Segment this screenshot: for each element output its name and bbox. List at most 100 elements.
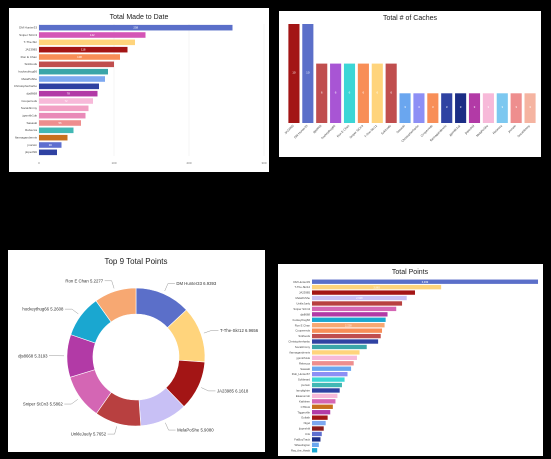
bar [357,63,369,123]
total-caches-panel: Total # of Caches 10 JA23985 10 DM Hunter33 6… [279,11,541,157]
category-label: Cooperreds [21,99,37,103]
bar [371,63,383,123]
category-label: T-The-Skr12 [294,285,310,289]
category-label: Eleanorcob [296,394,311,398]
bar [455,93,467,123]
category-label: Sniper StCn3 [293,307,310,311]
bar [312,437,321,442]
category-label: jlopezhbl [24,150,37,154]
bar [312,284,442,290]
slice-label: Ron E Chan 5.2277 [65,278,103,283]
bar [39,61,114,68]
data-label: 258 [133,26,138,30]
x-tick-label: 300 [261,161,266,165]
category-label: Wheelington [294,443,310,447]
bar [330,63,342,123]
data-label: 6 [335,90,337,94]
bar [302,24,314,123]
leader-line [164,283,175,292]
category-label: jnorwin [507,124,517,134]
category-label: jnorwin [300,383,310,387]
data-label: 6 [363,90,365,94]
bar [427,93,439,123]
category-label: DM Hunter33 [293,124,309,140]
bar [312,431,322,437]
data-label: 3 [529,105,531,109]
total-points-panel: Total Points DM Hunter33 6,939 T-The-Skr12 3… [278,264,543,456]
bar [312,328,383,333]
chart-title: Total # of Caches [383,15,438,22]
data-label: 30 [49,143,53,147]
bar [39,68,108,75]
bar [312,448,318,453]
pie-slice [95,287,137,323]
category-label: jlopezhbl [463,124,475,136]
leader-line [107,426,117,435]
bar [312,415,328,420]
category-label: Rebecca [299,361,310,365]
bar [312,290,415,295]
bar [312,323,385,328]
bar [312,426,324,431]
category-label: UnkleJuely [296,302,310,306]
category-label: Ron E Chan [21,55,38,59]
bar [39,127,74,134]
bar [312,333,381,339]
bar [312,410,331,415]
data-label: 10 [292,71,296,75]
data-label: 142 [90,33,95,37]
data-label: 3 [501,105,503,109]
category-label: Ray_the_Hawk [291,448,311,452]
slice-label: DM Hunter33 6.9393 [176,281,216,286]
slice-label: T-The-Skr12 6.9656 [220,328,259,333]
category-label: djs8668 [300,312,310,316]
bar [312,442,319,448]
data-label: 72 [64,99,68,103]
data-label: 78 [67,92,71,96]
top-9-points-chart: Top 9 Total Points DM Hunter33 6.9393 T-Th… [18,257,259,437]
bar [312,317,386,322]
category-label: Rebecca [492,124,503,135]
slice-label: hockeythug66 5.2608 [22,307,64,312]
slice-label: MelaPoShe 5.9080 [177,428,214,433]
bar [312,366,352,371]
category-label: Sniper StCn3 [19,33,37,37]
bar [39,76,105,82]
total-made-to-date-panel: Total Made to Date 0 100 200 300 DM Hunter33 2… [9,8,269,172]
category-label: hockeythug66 [320,124,336,140]
bar [39,112,86,119]
bar [312,355,357,361]
bar [312,388,340,393]
bar [312,420,326,426]
category-label: SocalJimmy [516,124,531,139]
data-label: 3 [474,105,476,109]
category-label: jnorwin [26,143,37,147]
leader-line [201,387,216,392]
bar [312,393,338,399]
bar [312,399,336,404]
category-label: T-The-Skr [24,40,37,44]
bar [39,24,233,31]
bar [312,312,388,317]
chart-title: Total Made to Date [110,14,169,21]
total-caches-chart: Total # of Caches 10 JA23985 10 DM Hunter33 6… [283,15,536,143]
slice-label: UnkleJuely 5.7652 [71,432,107,437]
category-label: Christopherharbo [14,84,38,88]
category-label: Rob_Hunter67 [292,372,311,376]
category-label: DM Hunter33 [19,26,37,30]
category-label: hockeythug66 [18,70,37,74]
data-label: 3,965 [373,285,380,289]
total-points-chart: Total Points DM Hunter33 6,939 T-The-Skr12 3… [288,269,539,453]
category-label: Sasaski [395,124,405,134]
bar [39,54,120,60]
bar [316,63,328,123]
data-label: 3 [432,105,434,109]
data-label: 56 [58,121,62,125]
data-label: 3 [446,105,448,109]
data-label: 10 [306,71,310,75]
category-label: CTRoH [301,405,310,409]
category-label: jgsmith1uk [296,356,311,360]
data-label: 2,908 [356,296,363,300]
bar [39,98,93,104]
slice-label: JA23985 6.1618 [217,389,249,394]
